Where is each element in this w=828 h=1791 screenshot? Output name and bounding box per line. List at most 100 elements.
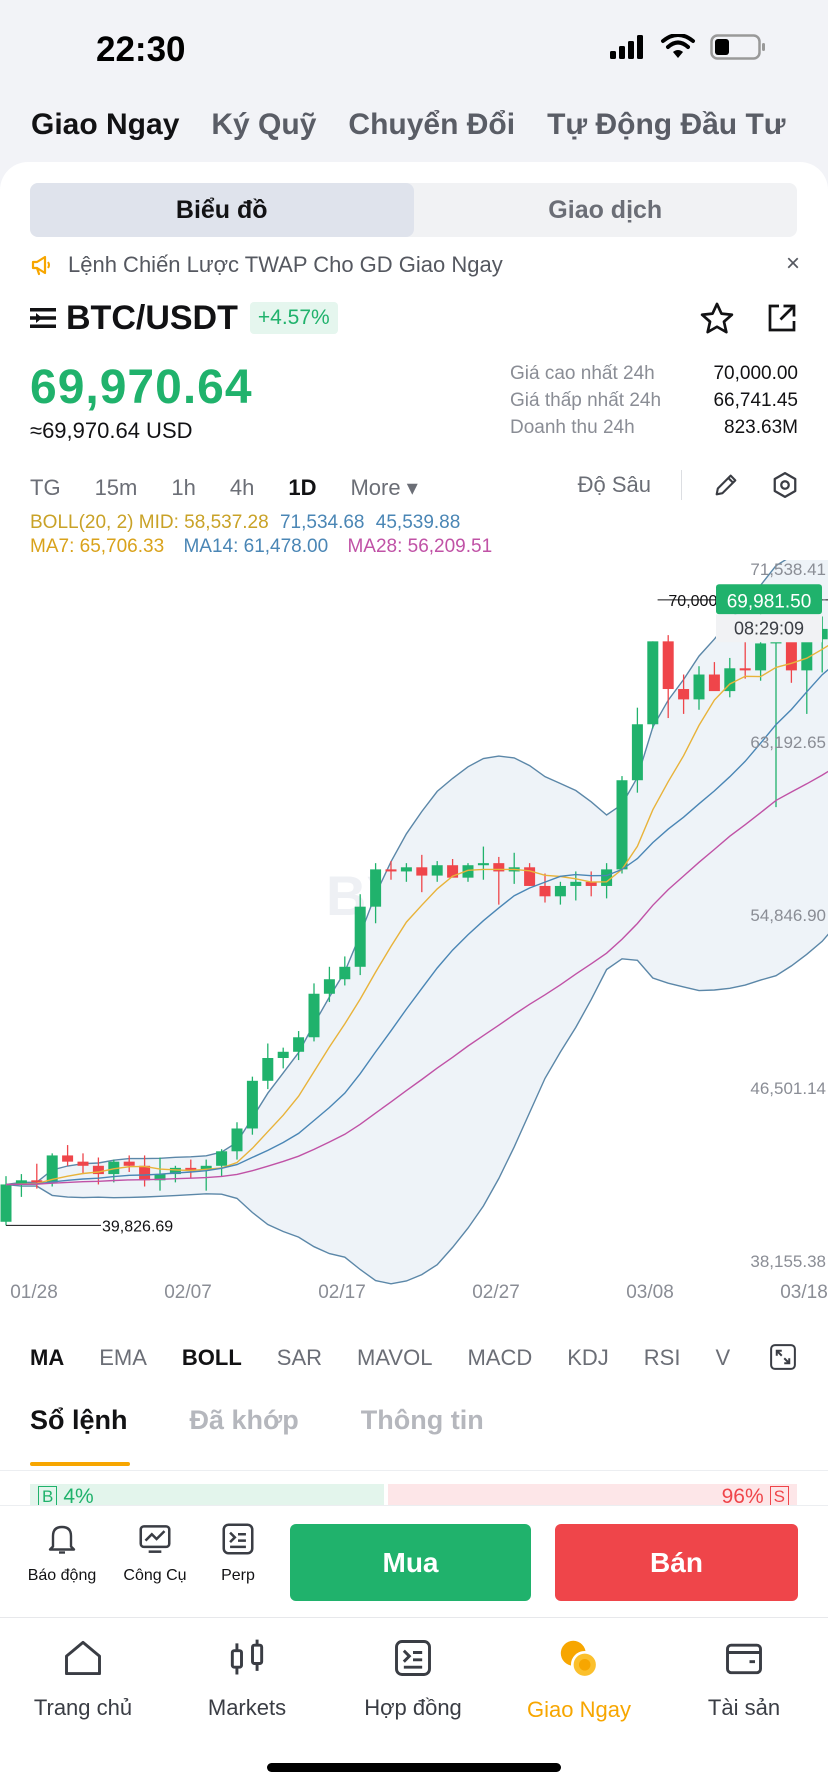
candle-body bbox=[400, 867, 412, 872]
share-icon[interactable] bbox=[764, 300, 800, 336]
candle-body bbox=[416, 867, 428, 876]
ma14-line bbox=[5, 668, 828, 1186]
perp-button[interactable]: Perp bbox=[193, 1520, 283, 1585]
pair-actions bbox=[698, 300, 800, 338]
ma-lines bbox=[5, 644, 828, 1186]
y-tick-label: 46,501.14 bbox=[750, 1079, 826, 1098]
indicator-tabs: MA EMA BOLL SAR MAVOL MACD KDJ RSI V bbox=[30, 1340, 820, 1376]
candle-body bbox=[693, 674, 705, 700]
timeframe-15m[interactable]: 15m bbox=[94, 475, 138, 500]
candle-body bbox=[323, 979, 335, 994]
candle-body bbox=[77, 1161, 89, 1166]
candle-body bbox=[477, 863, 489, 866]
timeframe-4h[interactable]: 4h bbox=[229, 475, 255, 500]
candle-body bbox=[123, 1161, 135, 1166]
orderbook-tabs: Sổ lệnh Đã khớp Thông tin bbox=[30, 1405, 484, 1436]
star-icon[interactable] bbox=[698, 300, 736, 338]
indicator-mavol[interactable]: MAVOL bbox=[357, 1345, 433, 1370]
boll-lower-line bbox=[5, 933, 828, 1285]
chart-view-button[interactable]: Biểu đồ bbox=[30, 183, 414, 237]
candle-body bbox=[262, 1058, 274, 1081]
announcement-banner[interactable]: Lệnh Chiến Lược TWAP Cho GD Giao Ngay × bbox=[30, 248, 800, 282]
tools-button[interactable]: Công Cụ bbox=[110, 1520, 200, 1585]
pair-symbol[interactable]: BTC/USDT bbox=[66, 298, 238, 337]
settings-icon[interactable] bbox=[770, 470, 800, 500]
trade-view-button[interactable]: Giao dịch bbox=[548, 195, 663, 224]
nav-home[interactable]: Trang chủ bbox=[8, 1636, 158, 1721]
fullscreen-icon[interactable] bbox=[768, 1342, 798, 1372]
indicator-boll[interactable]: BOLL bbox=[181, 1345, 242, 1370]
nav-markets[interactable]: Markets bbox=[172, 1636, 322, 1721]
alert-label: Báo động bbox=[27, 1567, 97, 1584]
trade-mode-tabs: Giao Ngay Ký Quỹ Chuyển Đổi Tự Động Đầu … bbox=[31, 108, 786, 142]
price-usd: ≈69,970.64 USD bbox=[30, 418, 193, 443]
announcement-text: Lệnh Chiến Lược TWAP Cho GD Giao Ngay bbox=[68, 252, 503, 277]
stat-label: Giá thấp nhất 24h bbox=[510, 389, 662, 411]
sell-button[interactable]: Bán bbox=[555, 1524, 798, 1601]
stat-value: 70,000.00 bbox=[713, 362, 798, 384]
nav-spot[interactable]: Giao Ngay bbox=[504, 1636, 654, 1723]
timeframe-1d[interactable]: 1D bbox=[288, 475, 317, 500]
candle-body bbox=[139, 1165, 151, 1181]
y-tick-label: 54,846.90 bbox=[750, 906, 826, 925]
pencil-icon[interactable] bbox=[712, 471, 740, 499]
current-price-value: 69,981.50 bbox=[727, 591, 812, 612]
nav-label: Trang chủ bbox=[33, 1695, 133, 1720]
ma28-value: MA28: 56,209.51 bbox=[347, 536, 493, 557]
y-tick-label: 63,192.65 bbox=[750, 733, 826, 752]
close-icon[interactable]: × bbox=[785, 250, 800, 277]
tab-spot[interactable]: Giao Ngay bbox=[31, 108, 180, 141]
indicator-ma[interactable]: MA bbox=[30, 1345, 65, 1370]
candle-body bbox=[354, 906, 366, 967]
tab-trades[interactable]: Đã khớp bbox=[189, 1405, 299, 1435]
tab-convert[interactable]: Chuyển Đổi bbox=[348, 108, 516, 141]
contract-icon bbox=[395, 1640, 431, 1676]
candle-body bbox=[447, 865, 459, 878]
indicator-kdj[interactable]: KDJ bbox=[567, 1345, 609, 1370]
indicator-macd[interactable]: MACD bbox=[467, 1345, 533, 1370]
menu-icon[interactable] bbox=[30, 306, 56, 330]
stat-turnover-24h: Doanh thu 24h 823.63M bbox=[510, 414, 798, 441]
candle-body bbox=[724, 668, 736, 692]
stat-value: 66,741.45 bbox=[713, 389, 798, 411]
depth-button[interactable]: Độ Sâu bbox=[577, 472, 651, 497]
timeframe-1h[interactable]: 1h bbox=[171, 475, 196, 500]
candle-body bbox=[554, 885, 566, 897]
nav-label: Tài sản bbox=[707, 1695, 781, 1720]
x-tick-label: 02/27 bbox=[472, 1282, 520, 1303]
tab-margin[interactable]: Ký Quỹ bbox=[211, 108, 317, 141]
tab-orderbook[interactable]: Sổ lệnh bbox=[30, 1405, 128, 1435]
buy-button[interactable]: Mua bbox=[290, 1524, 531, 1601]
tab-info[interactable]: Thông tin bbox=[360, 1405, 484, 1435]
candlestick-chart[interactable]: BYBIT 71,538.4163,192.6554,846.9046,501.… bbox=[0, 560, 828, 1310]
candle-body bbox=[755, 643, 767, 671]
y-axis: 71,538.41 63,192.65 54,846.90 46,501.14 38,1… bbox=[750, 560, 826, 1271]
candle-body bbox=[0, 1184, 12, 1222]
indicator-rsi[interactable]: RSI bbox=[643, 1345, 681, 1370]
x-tick-label: 03/18 bbox=[780, 1282, 828, 1303]
candle-body bbox=[216, 1151, 228, 1166]
candle-body bbox=[678, 689, 690, 700]
candle-body bbox=[385, 869, 397, 872]
view-toggle: Biểu đồ Giao dịch bbox=[30, 183, 797, 237]
perp-label: Perp bbox=[221, 1567, 255, 1584]
indicator-ema[interactable]: EMA bbox=[99, 1345, 147, 1370]
pair-header: BTC/USDT +4.57% bbox=[30, 296, 338, 340]
timeframe-more[interactable]: More ▾ bbox=[350, 475, 418, 500]
nav-contracts[interactable]: Hợp đồng bbox=[338, 1636, 488, 1721]
candle-body bbox=[570, 881, 582, 886]
countdown-tag bbox=[716, 614, 822, 643]
indicator-sar[interactable]: SAR bbox=[276, 1345, 323, 1370]
candle-body bbox=[816, 628, 828, 640]
candle-body bbox=[92, 1165, 104, 1175]
tab-auto-invest[interactable]: Tự Động Đầu Tư bbox=[547, 108, 786, 141]
stat-value: 823.63M bbox=[724, 416, 798, 438]
nav-assets[interactable]: Tài sản bbox=[669, 1636, 819, 1721]
candle-body bbox=[739, 668, 751, 671]
indicator-v[interactable]: V bbox=[715, 1345, 731, 1370]
timeframe-tg[interactable]: TG bbox=[30, 475, 61, 500]
alert-button[interactable]: Báo động bbox=[17, 1520, 107, 1585]
candle-body bbox=[200, 1165, 212, 1170]
candle-body bbox=[631, 724, 643, 781]
stat-high-24h: Giá cao nhất 24h 70,000.00 bbox=[510, 360, 798, 387]
